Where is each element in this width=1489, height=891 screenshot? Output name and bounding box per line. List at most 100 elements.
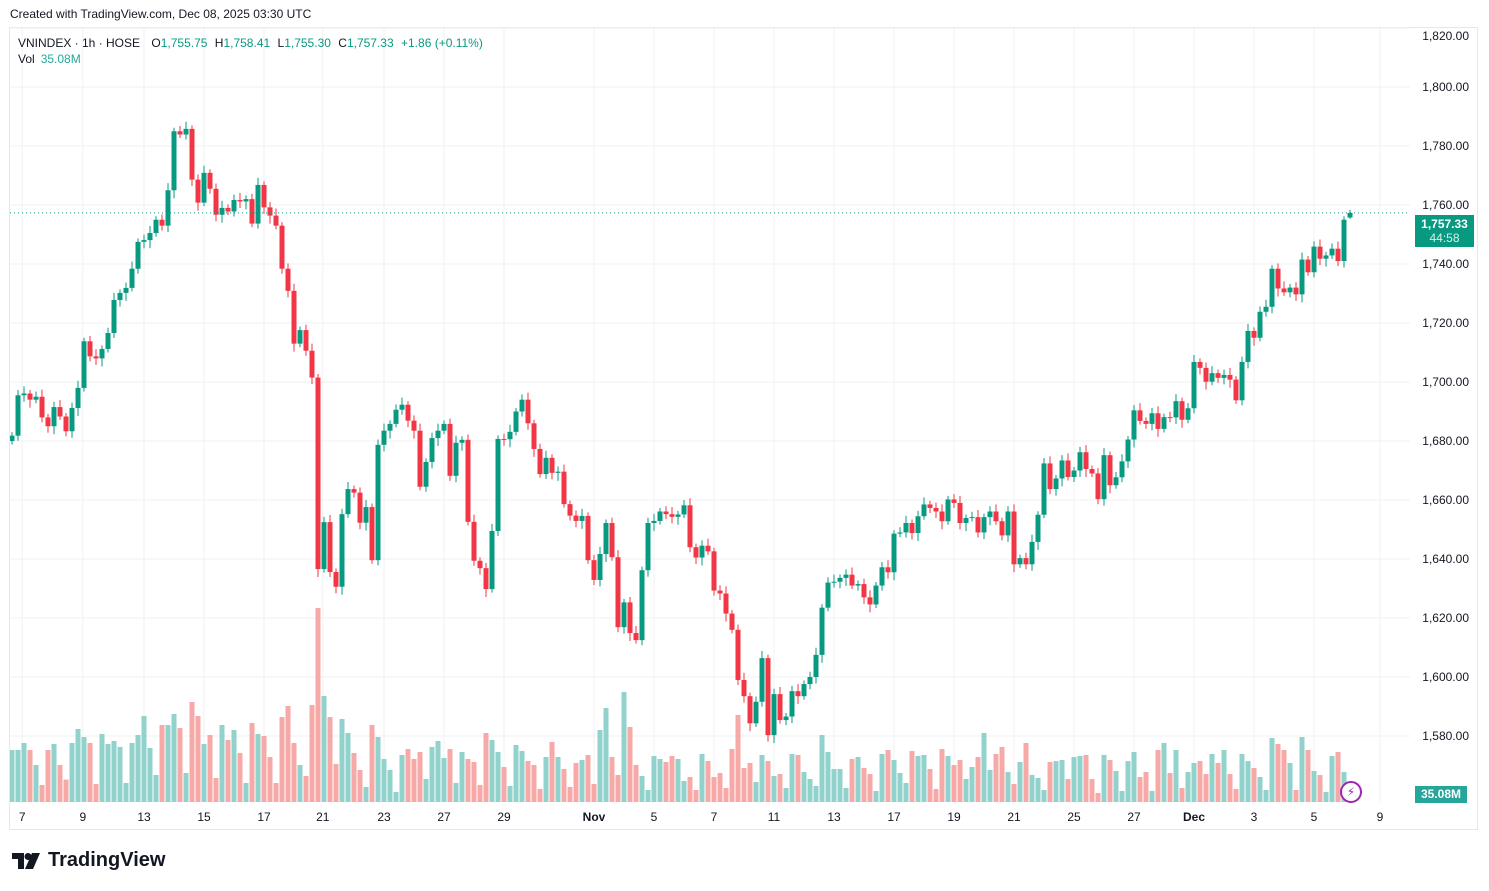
- candle[interactable]: [45, 413, 51, 433]
- candle[interactable]: [921, 497, 927, 520]
- candle[interactable]: [561, 464, 567, 508]
- candle[interactable]: [1197, 358, 1203, 375]
- candle[interactable]: [279, 222, 285, 274]
- candle[interactable]: [15, 389, 21, 441]
- candle[interactable]: [1029, 534, 1035, 571]
- candle[interactable]: [1311, 241, 1317, 278]
- candle[interactable]: [675, 510, 681, 525]
- candle[interactable]: [171, 127, 177, 199]
- candle[interactable]: [159, 214, 165, 231]
- candle[interactable]: [1221, 369, 1227, 385]
- candle[interactable]: [1251, 327, 1257, 346]
- candle[interactable]: [93, 349, 99, 365]
- candle[interactable]: [669, 507, 675, 524]
- candle[interactable]: [957, 495, 963, 530]
- candle[interactable]: [555, 466, 561, 481]
- candle[interactable]: [525, 392, 531, 430]
- candle[interactable]: [303, 324, 309, 356]
- candle[interactable]: [27, 389, 33, 408]
- candle[interactable]: [393, 404, 399, 428]
- candle[interactable]: [21, 386, 27, 402]
- candle[interactable]: [1083, 445, 1089, 477]
- candle[interactable]: [321, 516, 327, 573]
- candle[interactable]: [1347, 209, 1353, 219]
- candle[interactable]: [1065, 453, 1071, 481]
- candle[interactable]: [585, 512, 591, 564]
- candle[interactable]: [801, 680, 807, 700]
- candle[interactable]: [1245, 323, 1251, 369]
- candle[interactable]: [1239, 356, 1245, 406]
- candle[interactable]: [849, 567, 855, 590]
- candle[interactable]: [717, 585, 723, 601]
- candle[interactable]: [1293, 282, 1299, 301]
- candle[interactable]: [57, 399, 63, 421]
- candle[interactable]: [633, 625, 639, 644]
- candle[interactable]: [507, 424, 513, 448]
- candle[interactable]: [111, 292, 117, 339]
- candle[interactable]: [63, 412, 69, 437]
- candle[interactable]: [693, 543, 699, 565]
- candle[interactable]: [1017, 554, 1023, 568]
- candle[interactable]: [483, 562, 489, 598]
- candle[interactable]: [1119, 454, 1125, 483]
- candle[interactable]: [993, 504, 999, 525]
- candle[interactable]: [285, 263, 291, 298]
- candle[interactable]: [147, 225, 153, 249]
- candle[interactable]: [1305, 256, 1311, 276]
- candle[interactable]: [309, 343, 315, 385]
- candle[interactable]: [1095, 468, 1101, 505]
- candle[interactable]: [369, 503, 375, 564]
- candle[interactable]: [1167, 411, 1173, 423]
- candle[interactable]: [897, 527, 903, 538]
- candle[interactable]: [81, 337, 87, 392]
- candle[interactable]: [375, 439, 381, 566]
- candle[interactable]: [219, 200, 225, 223]
- candle[interactable]: [1047, 456, 1053, 495]
- candle[interactable]: [10, 432, 15, 445]
- candle[interactable]: [423, 458, 429, 492]
- candle[interactable]: [969, 511, 975, 522]
- candle[interactable]: [1185, 402, 1191, 424]
- candle[interactable]: [1107, 451, 1113, 494]
- candle[interactable]: [207, 169, 213, 194]
- candle[interactable]: [819, 604, 825, 663]
- candle[interactable]: [627, 597, 633, 642]
- candle[interactable]: [723, 586, 729, 622]
- candle[interactable]: [273, 208, 279, 230]
- candle[interactable]: [999, 517, 1005, 541]
- candle[interactable]: [1053, 474, 1059, 496]
- candle[interactable]: [357, 487, 363, 530]
- candle[interactable]: [699, 540, 705, 566]
- candle[interactable]: [249, 193, 255, 228]
- candle[interactable]: [855, 580, 861, 591]
- candle[interactable]: [705, 538, 711, 555]
- candle[interactable]: [783, 712, 789, 726]
- candle[interactable]: [609, 517, 615, 561]
- candle[interactable]: [873, 582, 879, 608]
- candle[interactable]: [1341, 216, 1347, 268]
- candle[interactable]: [117, 289, 123, 307]
- candle[interactable]: [1227, 367, 1233, 388]
- candle[interactable]: [1281, 281, 1287, 296]
- candle[interactable]: [777, 687, 783, 724]
- candle[interactable]: [1149, 407, 1155, 431]
- candle[interactable]: [789, 685, 795, 724]
- candle[interactable]: [1071, 466, 1077, 483]
- candle[interactable]: [651, 513, 657, 531]
- candle[interactable]: [597, 546, 603, 587]
- candle[interactable]: [135, 238, 141, 274]
- symbol-name[interactable]: VNINDEX · 1h · HOSE: [18, 36, 141, 50]
- candle[interactable]: [1023, 552, 1029, 570]
- candle[interactable]: [1287, 284, 1293, 298]
- candle[interactable]: [1131, 405, 1137, 448]
- candle[interactable]: [645, 517, 651, 577]
- candle[interactable]: [885, 560, 891, 579]
- candle[interactable]: [903, 515, 909, 538]
- candle[interactable]: [237, 192, 243, 208]
- candle[interactable]: [345, 482, 351, 518]
- candle[interactable]: [681, 500, 687, 518]
- candle[interactable]: [741, 672, 747, 703]
- candle[interactable]: [51, 401, 57, 435]
- candle[interactable]: [687, 498, 693, 553]
- candle[interactable]: [807, 671, 813, 690]
